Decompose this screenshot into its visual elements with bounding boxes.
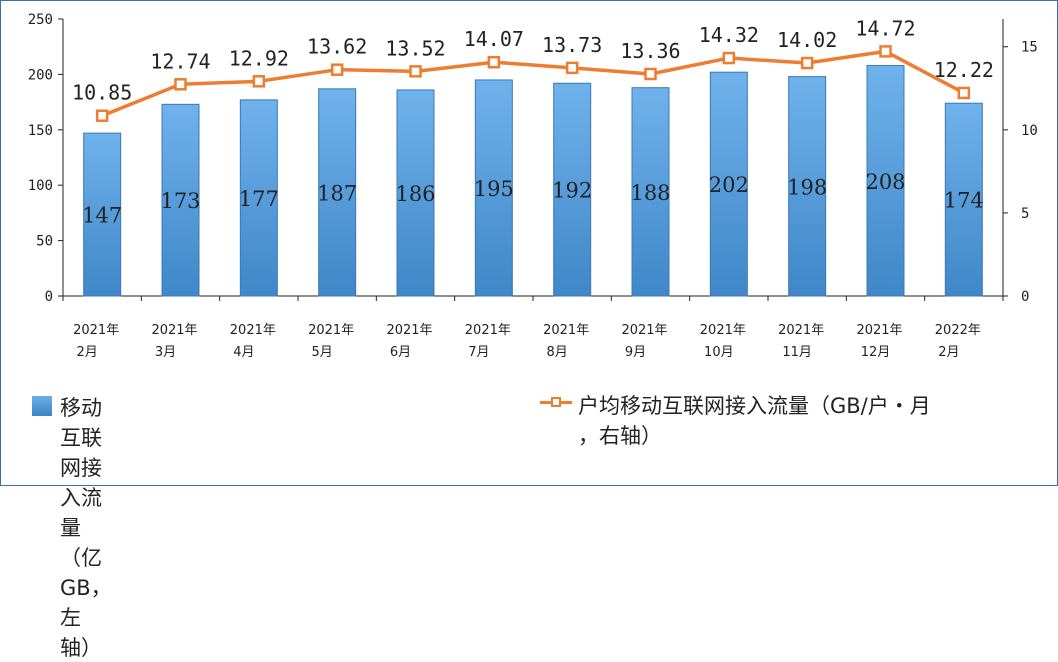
line-point [487, 55, 501, 69]
bar [83, 132, 122, 297]
line-point [409, 65, 422, 78]
bar [318, 88, 357, 297]
bar-value-label: 173 [160, 189, 200, 213]
bar [788, 76, 827, 297]
bar-value-label: 187 [317, 181, 357, 205]
combo-chart: 0 50 100 150 200 250 0 5 10 15 2021年 2月 2021年 3月 2021年… [28, 12, 1038, 360]
x-tick-label-year: 2021年 [856, 323, 902, 338]
line-value-label: 14.07 [464, 27, 524, 51]
bar [474, 79, 513, 297]
line-value-label: 12.92 [229, 46, 289, 70]
x-tick-label-year: 2021年 [73, 323, 119, 338]
x-tick-label-year: 2021年 [151, 323, 197, 338]
bar [631, 87, 670, 297]
x-tick-label-year: 2021年 [621, 323, 667, 338]
y-left-tick-label: 0 [45, 289, 53, 305]
y-right-tick-label: 10 [1021, 123, 1038, 139]
bar [944, 102, 983, 297]
x-tick-label-year: 2022年 [935, 323, 981, 338]
line-point [95, 109, 109, 122]
bar-value-label: 198 [787, 175, 827, 199]
line-value-label: 13.52 [385, 36, 445, 60]
x-tick-label-month: 9月 [625, 345, 646, 360]
x-tick-label-year: 2021年 [778, 323, 824, 338]
line-point [565, 61, 579, 75]
line-point [252, 75, 266, 88]
bar-value-label: 177 [239, 187, 279, 211]
x-tick-label-month: 11月 [782, 345, 812, 360]
x-tick-label-year: 2021年 [386, 323, 432, 338]
x-tick-label-month: 10月 [704, 345, 734, 360]
line-point [722, 51, 736, 65]
y-right-tick-label: 5 [1021, 206, 1029, 222]
bar [709, 71, 748, 297]
line-point [174, 78, 187, 91]
legend-bar-swatch [32, 396, 52, 416]
y-right-tick-label: 15 [1021, 40, 1038, 56]
bar-value-label: 188 [630, 181, 670, 205]
bar-value-label: 174 [944, 189, 984, 213]
x-tick-label-year: 2021年 [308, 323, 354, 338]
line-point [330, 63, 344, 76]
y-left-tick-label: 150 [28, 123, 53, 139]
line-point [800, 56, 814, 70]
legend-line-label-part1: 户均移动互联网接入流量（GB/户・月 [578, 394, 931, 418]
x-tick-label-month: 6月 [390, 345, 411, 360]
x-tick-label-month: 4月 [233, 345, 254, 360]
line-value-label: 10.85 [72, 81, 132, 105]
line-point [957, 86, 971, 100]
x-tick-label-year: 2021年 [230, 323, 276, 338]
y-left-tick-label: 250 [28, 12, 53, 28]
line-value-label: 13.73 [542, 33, 602, 57]
x-tick-label-year: 2021年 [543, 323, 589, 338]
x-tick-label-month: 12月 [861, 345, 891, 360]
y-left-tick-label: 50 [36, 234, 53, 250]
line-value-label: 13.62 [307, 35, 367, 59]
bar-value-label: 202 [709, 173, 749, 197]
legend-line-label: 户均移动互联网接入流量（GB/户・月 ，右轴） [578, 390, 931, 450]
bar-value-label: 192 [552, 179, 592, 203]
line-value-label: 14.72 [855, 16, 915, 40]
x-tick-label-year: 2021年 [700, 323, 746, 338]
x-tick-label-month: 3月 [155, 345, 176, 360]
legend-item-bar: 移动互联网接入流量（亿GB，左轴） [32, 392, 112, 662]
x-tick-label-month: 2月 [77, 345, 98, 360]
line-value-label: 14.32 [699, 23, 759, 47]
bar [396, 89, 435, 297]
bar [553, 82, 592, 297]
legend-line-label-part2: ，右轴） [578, 424, 662, 448]
line-value-label: 14.02 [777, 28, 837, 52]
bar [866, 65, 905, 297]
x-tick-label-month: 5月 [312, 345, 333, 360]
bar-value-label: 186 [395, 182, 435, 206]
bar [239, 99, 278, 297]
legend-item-line: 户均移动互联网接入流量（GB/户・月 ，右轴） [540, 390, 1020, 450]
x-tick-label-year: 2021年 [465, 323, 511, 338]
line-series [101, 49, 965, 118]
bar [161, 103, 200, 297]
line-value-label: 12.22 [934, 58, 994, 82]
line-value-label: 13.36 [620, 39, 680, 63]
bar-value-label: 208 [865, 170, 905, 194]
line-value-label: 12.74 [150, 49, 210, 73]
line-point [879, 45, 892, 58]
x-tick-label-month: 2月 [938, 345, 959, 360]
x-tick-label-month: 7月 [468, 345, 489, 360]
x-tick-label-month: 8月 [547, 345, 568, 360]
y-right-tick-label: 0 [1021, 289, 1029, 305]
y-left-tick-label: 200 [28, 67, 53, 83]
legend-bar-label: 移动互联网接入流量（亿GB，左轴） [60, 396, 112, 660]
y-left-tick-label: 100 [28, 178, 53, 194]
legend-line-swatch [540, 390, 572, 414]
bar-value-label: 195 [474, 177, 514, 201]
bar-value-label: 147 [82, 204, 122, 228]
line-point [644, 67, 657, 81]
